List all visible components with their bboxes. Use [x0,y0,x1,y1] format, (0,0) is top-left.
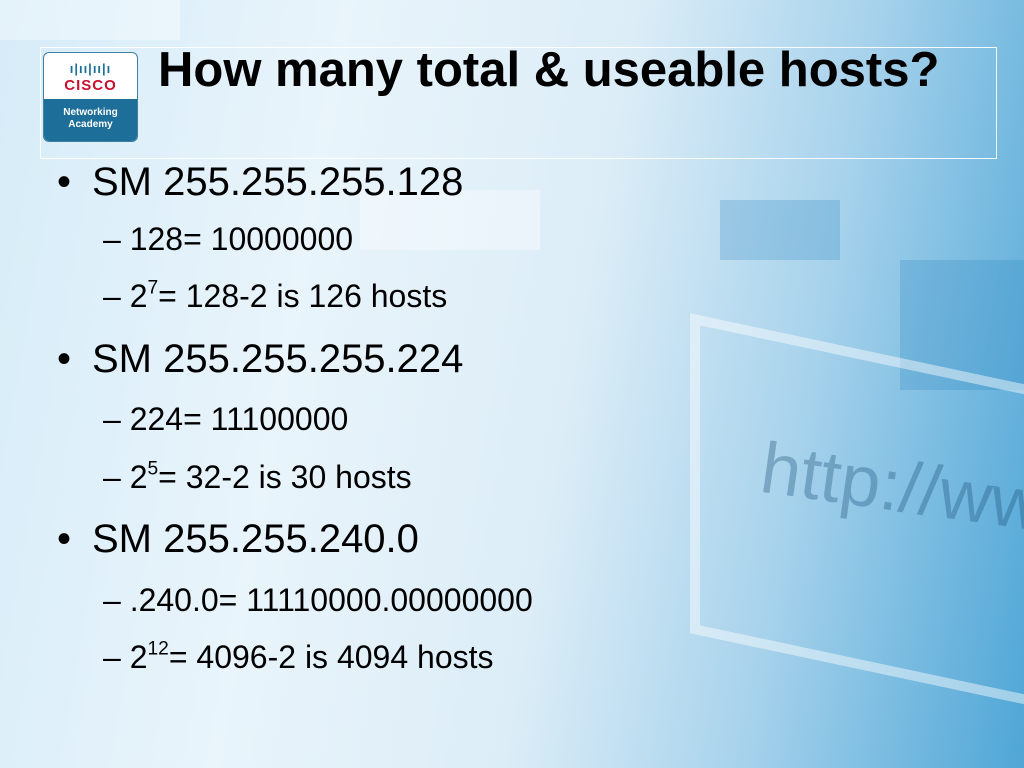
logo-brand: CISCO [64,77,117,94]
bg-tile [720,200,840,260]
bullet-item: • SM 255.255.255.128 [57,160,464,204]
sub-bullet: – .240.0= 11110000.00000000 [103,582,533,618]
cisco-bars-icon: ı|ıı|ıı|ı [69,61,112,76]
sub-bullet: – 128= 10000000 [103,221,354,257]
sub-bullet: – 212= 4096-2 is 4094 hosts [103,638,494,675]
sub-bullet: – 25= 32-2 is 30 hosts [103,458,412,495]
bullet-item: • SM 255.255.255.224 [57,337,464,381]
title-frame [40,47,997,159]
bg-tile [360,190,540,250]
logo-academy: Networking Academy [44,99,137,141]
sub-bullet: – 27= 128-2 is 126 hosts [103,277,448,314]
slide-title: How many total & useable hosts? [158,43,940,97]
bg-tile [900,260,1024,390]
cisco-logo: ı|ıı|ıı|ı CISCO Networking Academy [43,52,138,142]
sub-bullet: – 224= 11100000 [103,401,349,437]
bullet-item: • SM 255.255.240.0 [57,517,419,561]
bg-tile [0,0,180,40]
